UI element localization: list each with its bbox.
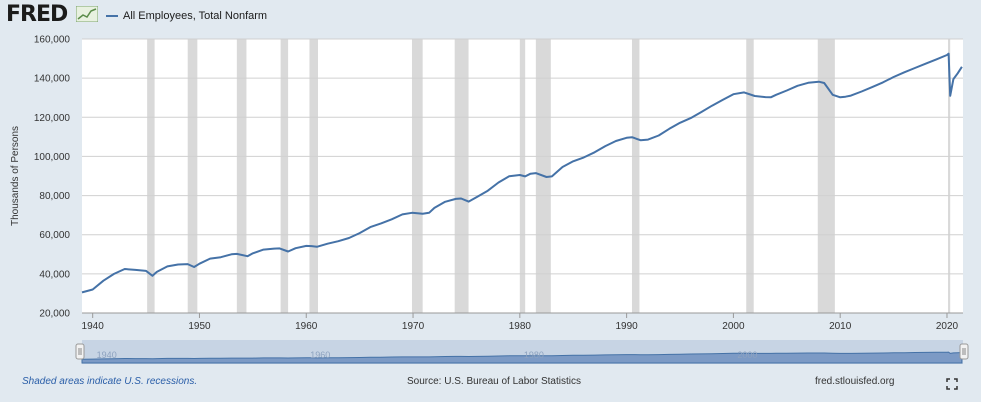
recession-band-5: [411, 39, 423, 313]
x-tick-label-4: 1980: [509, 321, 532, 332]
navigator-label-0: 1940: [97, 350, 117, 360]
x-tick-label-1: 1950: [188, 321, 211, 332]
x-tick-label-6: 2000: [722, 321, 745, 332]
chart-icon: [76, 6, 98, 22]
y-axis: 20,000 40,000 60,000 80,000 100,000 120,000 14…: [34, 35, 71, 320]
fred-logo[interactable]: FRED: [6, 2, 68, 27]
recession-note-link[interactable]: Shaded areas indicate U.S. recessions.: [22, 376, 198, 387]
recession-band-3: [280, 39, 289, 313]
recession-band-4: [309, 39, 319, 313]
series-line[interactable]: [81, 52, 963, 294]
x-tick-label-5: 1990: [615, 321, 638, 332]
legend[interactable]: All Employees, Total Nonfarm: [106, 10, 267, 22]
series-layer: [81, 52, 963, 294]
recession-band-6: [454, 39, 469, 313]
x-tick-label-0: 1940: [82, 321, 105, 332]
grid-lines: [82, 38, 963, 314]
navigator-label-3: 2000: [737, 350, 757, 360]
y-tick-label-0: 20,000: [39, 309, 70, 320]
legend-label: All Employees, Total Nonfarm: [123, 10, 268, 22]
site-link[interactable]: fred.stlouisfed.org: [815, 376, 895, 387]
recession-band-10: [746, 39, 754, 313]
recession-band-11: [817, 39, 835, 313]
navigator-handle-left[interactable]: [75, 343, 85, 360]
navigator-handle-right[interactable]: [959, 343, 969, 360]
source-text: Source: U.S. Bureau of Labor Statistics: [407, 376, 581, 387]
recession-band-1: [187, 39, 198, 313]
recession-band-2: [236, 39, 247, 313]
x-tick-label-7: 2010: [829, 321, 852, 332]
y-tick-label-1: 40,000: [39, 269, 70, 280]
navigator-labels: 1940 1960 1980 2000: [97, 350, 758, 360]
navigator-label-1: 1960: [310, 350, 330, 360]
fullscreen-icon[interactable]: [946, 378, 958, 390]
recession-band-9: [631, 39, 640, 313]
y-tick-label-4: 100,000: [34, 152, 71, 163]
y-tick-label-5: 120,000: [34, 113, 71, 124]
chart-header: FRED All Employees, Total Nonfarm: [0, 0, 981, 34]
y-tick-label-3: 80,000: [39, 191, 70, 202]
range-navigator[interactable]: 1940 1960 1980 2000: [75, 340, 969, 364]
x-tick-label-2: 1960: [295, 321, 318, 332]
x-axis: 1940 1950 1960 1970 1980 1990 2000 2010 2020: [82, 312, 963, 332]
legend-swatch: [106, 15, 118, 17]
navigator-label-2: 1980: [524, 350, 544, 360]
x-tick-label-8: 2020: [936, 321, 959, 332]
recession-band-0: [147, 39, 155, 313]
navigator-area: [81, 351, 963, 364]
recession-band-12: [948, 39, 951, 313]
y-tick-label-6: 140,000: [34, 74, 71, 85]
y-tick-label-7: 160,000: [34, 35, 71, 46]
y-axis-label: Thousands of Persons: [10, 126, 21, 226]
x-tick-label-3: 1970: [402, 321, 425, 332]
recession-shading: [147, 39, 951, 313]
y-tick-label-2: 60,000: [39, 230, 70, 241]
